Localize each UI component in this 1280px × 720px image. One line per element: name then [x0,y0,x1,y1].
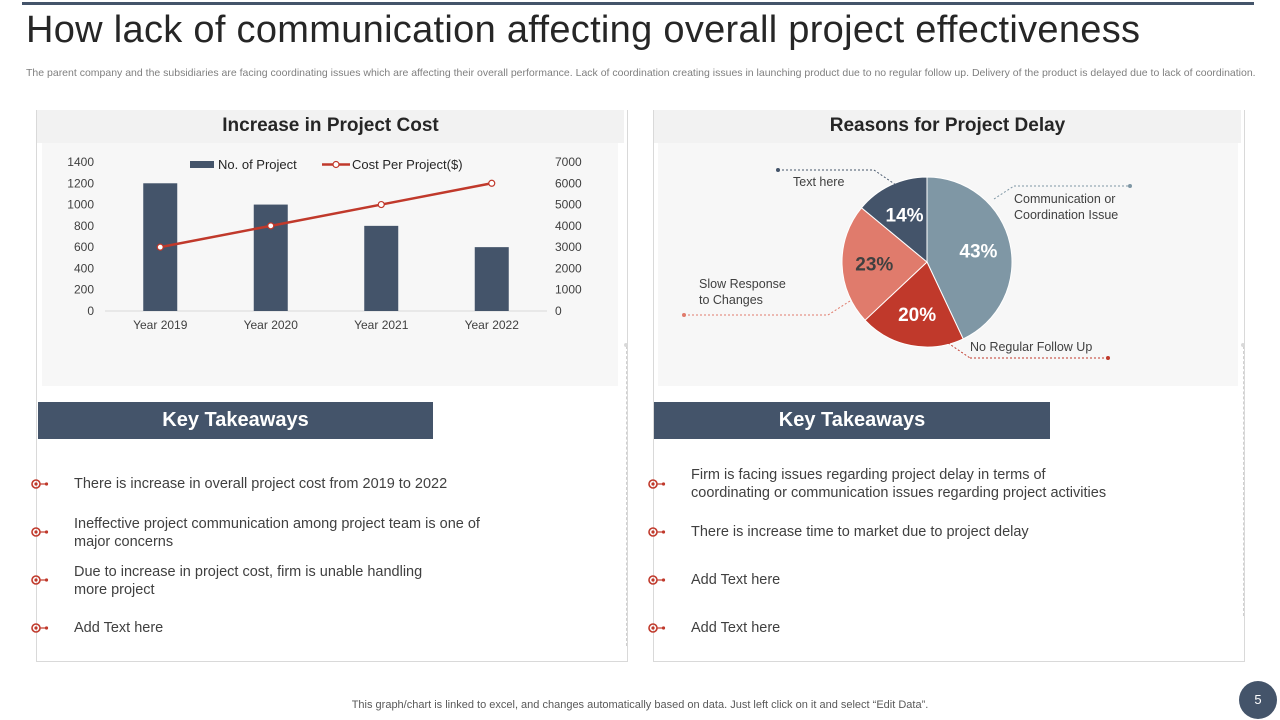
y-left-tick-label: 800 [74,219,94,233]
y-right-tick-label: 6000 [555,176,582,190]
takeaway-line: Add Text here [691,572,781,588]
y-left-tick-label: 600 [74,240,94,254]
label-slow-response-line2: to Changes [699,293,763,307]
takeaway-line: coordinating or communication issues reg… [691,485,1107,501]
cost-per-project-line [160,182,492,249]
takeaway-text: There is increase time to market due to … [691,523,1251,541]
x-tick-label: Year 2019 [133,318,188,332]
legend-bar-swatch [190,161,214,168]
y-left-tick-label: 1400 [67,155,94,169]
leader-communication-diag [993,185,1015,200]
bullet-target-icon [648,527,666,537]
pie-chart[interactable]: 43% 20% 23% 14% Text here Communication or Coo… [658,143,1238,386]
pct-slow-response: 23% [855,255,893,276]
takeaway-text: Add Text here [691,619,1251,637]
leader-text-here-diag [873,169,897,186]
slice-text-here [860,176,928,264]
page-number: 5 [1239,681,1277,719]
leader-slow-response-diag [827,300,851,316]
right-side-dashed-line [1243,346,1244,616]
slice-slow-response [841,207,928,321]
takeaway-text: Ineffective project communication among … [74,515,634,551]
pct-communication: 43% [959,242,997,263]
y-left-tick-label: 200 [74,283,94,297]
takeaway-line: Add Text here [691,620,781,636]
takeaway-text: There is increase in overall project cos… [74,475,634,493]
legend-line-label: Cost Per Project($) [352,157,463,172]
cost-point-year-2022 [488,179,496,187]
bullet-target-icon [648,479,666,489]
left-panel-heading: Increase in Project Cost [37,110,624,143]
bullet-target-icon [31,479,49,489]
leader-dot-text-here [776,168,780,172]
bullet-target-icon [648,575,666,585]
bar-chart-background [42,143,618,386]
x-tick-label: Year 2022 [465,318,520,332]
takeaway-line: Add Text here [74,620,164,636]
takeaway-text: Firm is facing issues regarding project … [691,466,1251,502]
takeaway-line: Ineffective project communication among … [74,516,480,532]
y-left-tick-label: 0 [87,304,94,318]
takeaway-text: Add Text here [691,571,1251,589]
left-side-dot [624,343,628,347]
slice-follow-up [864,261,964,348]
label-text-here: Text here [793,175,844,189]
right-panel-border [653,110,1245,662]
right-side-dot [1241,343,1245,347]
bar-year-2021 [364,225,399,311]
y-left-tick-label: 400 [74,261,94,275]
bar-year-2022 [474,247,509,311]
left-key-takeaways-header: Key Takeaways [38,402,433,439]
bullet-target-icon [648,623,666,633]
takeaway-line: more project [74,582,155,598]
leader-dot-communication [1128,184,1132,188]
slice-communication [926,176,1013,340]
takeaway-line: major concerns [74,534,174,550]
bar-year-2020 [253,204,288,311]
pct-text-here: 14% [886,205,924,226]
y-right-tick-label: 5000 [555,198,582,212]
label-slow-response-line1: Slow Response [699,277,786,291]
cost-point-year-2021 [377,200,385,209]
leader-follow-up-diag [947,342,971,359]
x-tick-label: Year 2021 [354,318,409,332]
bullet-target-icon [31,527,49,537]
takeaway-line: Firm is facing issues regarding project … [691,467,1046,483]
page-subtitle: The parent company and the subsidiaries … [26,67,1256,79]
label-communication-line1: Communication or [1014,192,1115,206]
bullet-target-icon [31,575,49,585]
footer-note: This graph/chart is linked to excel, and… [351,699,929,711]
takeaway-text: Due to increase in project cost, firm is… [74,563,634,599]
title-rule [22,2,1254,5]
bullet-target-icon [31,623,49,633]
y-right-tick-label: 1000 [555,283,582,297]
y-right-tick-label: 3000 [555,240,582,254]
pct-follow-up: 20% [898,305,936,326]
takeaway-text: Add Text here [74,619,634,637]
label-follow-up: No Regular Follow Up [970,340,1092,354]
x-tick-label: Year 2020 [244,318,299,332]
y-left-tick-label: 1000 [67,198,94,212]
takeaway-line: Due to increase in project cost, firm is… [74,564,423,580]
y-right-tick-label: 0 [555,304,562,318]
label-communication-line2: Coordination Issue [1014,208,1118,222]
cost-point-year-2020 [267,222,275,230]
legend-line-marker [332,160,340,169]
y-right-tick-label: 2000 [555,261,582,275]
right-key-takeaways-header: Key Takeaways [654,402,1050,439]
leader-dot-follow-up [1106,356,1110,360]
right-panel-heading: Reasons for Project Delay [654,110,1241,143]
left-side-dashed-line [626,346,627,646]
bar-line-chart[interactable]: 0 200 400 600 800 1000 1200 1400 0 1000 2000 3000 40… [42,143,618,386]
y-left-tick-label: 1200 [67,176,94,190]
y-right-tick-label: 4000 [555,219,582,233]
takeaway-line: There is increase in overall project cos… [74,476,448,492]
cost-point-year-2019 [156,243,164,251]
y-right-tick-label: 7000 [555,155,582,169]
leader-dot-slow-response [682,313,686,317]
left-panel-border [36,110,628,662]
page-title: How lack of communication affecting over… [26,9,1141,51]
takeaway-line: There is increase time to market due to … [691,524,1029,540]
legend-bar-label: No. of Project [218,157,297,172]
